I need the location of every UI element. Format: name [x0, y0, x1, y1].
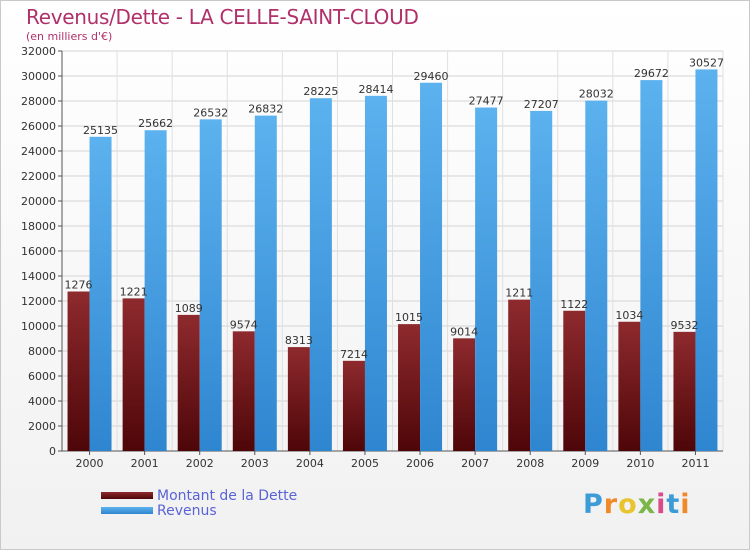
- legend-item-revenus: Revenus: [101, 502, 297, 519]
- x-tick-label: 2007: [461, 457, 489, 470]
- value-label-revenus: 27477: [469, 95, 504, 108]
- bar-dette: [618, 321, 641, 451]
- bar-dette: [673, 331, 696, 451]
- bar-revenus: [530, 110, 553, 451]
- value-label-dette: 1211: [505, 287, 533, 300]
- bar-dette: [67, 291, 90, 451]
- legend: Montant de la Dette Revenus: [101, 487, 298, 519]
- y-tick-label: 16000: [21, 245, 56, 258]
- y-tick-label: 20000: [21, 195, 56, 208]
- bar-revenus: [254, 115, 277, 451]
- y-tick-label: 14000: [21, 270, 56, 283]
- bar-revenus: [640, 80, 663, 451]
- value-label-dette: 1122: [560, 298, 588, 311]
- bar-dette: [177, 314, 200, 451]
- value-label-dette: 1221: [120, 285, 148, 298]
- x-tick-label: 2011: [681, 457, 709, 470]
- value-label-dette: 9014: [450, 325, 478, 338]
- y-tick-label: 10000: [21, 320, 56, 333]
- value-label-dette: 1276: [65, 279, 93, 292]
- x-tick-label: 2004: [296, 457, 324, 470]
- value-label-dette: 1089: [175, 302, 203, 315]
- x-tick-label: 2006: [406, 457, 434, 470]
- legend-label-revenus: Revenus: [157, 502, 217, 519]
- axes: 0 2000 4000 6000 8000 10000 12000 14000 16000 180…: [21, 45, 723, 470]
- x-tick-label: 2003: [241, 457, 269, 470]
- legend-label-dette: Montant de la Dette: [157, 487, 298, 504]
- bar-revenus: [585, 100, 608, 451]
- x-tick-label: 2008: [516, 457, 544, 470]
- y-tick-label: 18000: [21, 220, 56, 233]
- bar-revenus: [199, 119, 222, 451]
- y-tick-label: 28000: [21, 95, 56, 108]
- bar-dette: [122, 298, 145, 451]
- value-label-dette: 9574: [230, 318, 258, 331]
- bar-dette: [287, 347, 310, 451]
- value-label-revenus: 28032: [579, 88, 614, 101]
- y-tick-label: 26000: [21, 120, 56, 133]
- value-label-revenus: 30527: [689, 56, 724, 69]
- value-label-dette: 7214: [340, 348, 368, 361]
- bar-dette: [508, 299, 531, 451]
- y-tick-label: 0: [49, 445, 56, 458]
- y-tick-label: 6000: [28, 370, 56, 383]
- value-label-revenus: 26832: [248, 103, 283, 116]
- y-tick-label: 4000: [28, 395, 56, 408]
- value-label-revenus: 27207: [524, 98, 559, 111]
- y-tick-label: 24000: [21, 145, 56, 158]
- value-labels: 25135 25662 26532 26832 28225 28414 29460 27477…: [65, 56, 724, 360]
- bar-revenus: [475, 107, 498, 451]
- value-label-revenus: 28414: [358, 83, 393, 96]
- bar-revenus: [364, 95, 387, 451]
- value-label-revenus: 25135: [83, 124, 118, 137]
- y-tick-label: 12000: [21, 295, 56, 308]
- value-label-revenus: 25662: [138, 117, 173, 130]
- y-tick-label: 22000: [21, 170, 56, 183]
- legend-swatch-dette: [101, 492, 153, 499]
- y-tick-label: 2000: [28, 420, 56, 433]
- bar-revenus: [695, 69, 718, 451]
- value-label-dette: 1034: [615, 309, 643, 322]
- x-tick-label: 2001: [131, 457, 159, 470]
- bar-revenus: [420, 82, 443, 451]
- bar-dette: [232, 331, 255, 451]
- bar-revenus: [309, 98, 332, 451]
- y-tick-label: 8000: [28, 345, 56, 358]
- legend-swatch-revenus: [101, 507, 153, 514]
- bar-dette: [342, 360, 365, 451]
- bar-dette: [398, 324, 421, 451]
- y-tick-label: 30000: [21, 70, 56, 83]
- x-tick-label: 2000: [76, 457, 104, 470]
- x-tick-label: 2005: [351, 457, 379, 470]
- value-label-dette: 9532: [670, 319, 698, 332]
- bar-dette: [563, 310, 586, 451]
- bar-revenus: [144, 130, 167, 451]
- bar-revenus: [89, 136, 112, 451]
- value-label-dette: 8313: [285, 334, 313, 347]
- value-label-revenus: 28225: [303, 85, 338, 98]
- x-tick-label: 2002: [186, 457, 214, 470]
- legend-item-dette: Montant de la Dette: [101, 487, 298, 504]
- y-tick-label: 32000: [21, 45, 56, 58]
- x-tick-label: 2010: [626, 457, 654, 470]
- bar-dette: [453, 338, 476, 451]
- proxiti-logo: Proxiti: [583, 489, 691, 520]
- chart-title: Revenus/Dette - LA CELLE-SAINT-CLOUD: [26, 5, 419, 29]
- value-label-revenus: 29460: [414, 70, 449, 83]
- x-tick-label: 2009: [571, 457, 599, 470]
- value-label-dette: 1015: [395, 311, 423, 324]
- bars: [67, 69, 718, 451]
- value-label-revenus: 26532: [193, 106, 228, 119]
- value-label-revenus: 29672: [634, 67, 669, 80]
- chart-subtitle: (en milliers d'€): [26, 30, 113, 43]
